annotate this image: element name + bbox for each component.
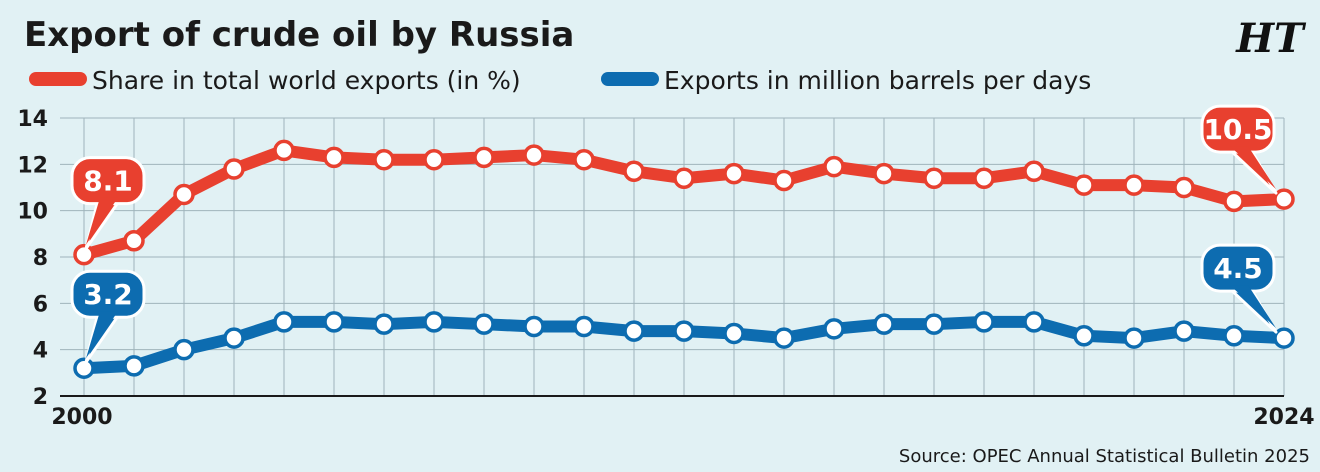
data-point <box>423 148 445 171</box>
data-point <box>973 167 995 189</box>
data-point <box>373 148 395 171</box>
data-point <box>973 311 995 333</box>
callout-label: 8.1 <box>83 165 133 198</box>
axes: 2 4 6 8 10 12 14 2000 2024 <box>17 107 1314 430</box>
y-tick-label: 8 <box>33 246 48 271</box>
data-point <box>623 320 645 342</box>
callouts: 8.1 10.5 3.2 4.5 <box>70 104 1278 364</box>
data-point <box>1173 320 1195 342</box>
data-point <box>173 338 195 361</box>
data-point <box>573 148 595 171</box>
data-point <box>1073 325 1095 347</box>
series-lines <box>73 139 1295 379</box>
y-tick-label: 14 <box>17 107 48 132</box>
data-point <box>473 146 495 169</box>
data-point <box>923 167 945 189</box>
callout-label: 4.5 <box>1213 252 1263 285</box>
data-point <box>223 158 245 180</box>
data-point <box>723 322 745 345</box>
data-point <box>573 315 595 338</box>
chart-title: Export of crude oil by Russia <box>24 15 574 55</box>
data-point <box>373 313 395 335</box>
data-point <box>1023 160 1045 183</box>
data-point <box>873 162 895 185</box>
data-point <box>523 144 545 166</box>
data-point <box>1123 327 1145 349</box>
data-point <box>623 160 645 183</box>
y-tick-label: 4 <box>33 339 48 364</box>
legend-label-share: Share in total world exports (in %) <box>92 66 521 95</box>
data-point <box>273 139 295 162</box>
data-point <box>323 146 345 169</box>
data-point <box>823 318 845 340</box>
callout-pointer-fill <box>1230 285 1276 329</box>
data-point <box>123 355 145 377</box>
data-point <box>173 183 195 206</box>
data-point <box>1273 327 1295 349</box>
data-point <box>673 167 695 189</box>
y-tick-label: 6 <box>33 292 48 317</box>
data-point <box>1123 174 1145 196</box>
data-point <box>1073 174 1095 196</box>
data-point <box>223 327 245 349</box>
data-point <box>873 313 895 335</box>
data-point <box>123 230 145 252</box>
data-point <box>1273 188 1295 210</box>
data-point <box>73 243 95 266</box>
y-tick-label: 10 <box>17 200 48 225</box>
callout-first-1: 3.2 <box>70 269 146 364</box>
callout-pointer-fill <box>86 311 118 359</box>
data-point <box>473 313 495 335</box>
legend-label-exports: Exports in million barrels per days <box>664 66 1091 95</box>
callout-pointer-fill <box>1230 146 1276 190</box>
data-point <box>773 169 795 192</box>
callout-first-0: 8.1 <box>70 156 146 251</box>
data-point <box>423 311 445 333</box>
x-tick-label: 2000 <box>51 405 112 430</box>
data-point <box>923 313 945 335</box>
data-point <box>673 320 695 342</box>
legend: Share in total world exports (in %) Expo… <box>29 66 1091 95</box>
grid <box>60 117 1285 397</box>
data-point <box>1223 325 1245 347</box>
y-tick-label: 2 <box>33 385 48 410</box>
callout-last-1: 4.5 <box>1200 243 1278 334</box>
data-point <box>1223 190 1245 213</box>
callout-last-0: 10.5 <box>1200 104 1278 195</box>
x-tick-label: 2024 <box>1253 405 1314 430</box>
ht-logo: HT <box>1235 15 1307 62</box>
callout-pointer-fill <box>86 197 118 245</box>
data-point <box>773 327 795 349</box>
data-point <box>1173 176 1195 199</box>
data-point <box>273 311 295 333</box>
callout-label: 3.2 <box>83 278 133 311</box>
data-point <box>73 357 95 379</box>
data-point <box>1023 311 1045 333</box>
data-point <box>823 155 845 178</box>
data-point <box>323 311 345 333</box>
callout-label: 10.5 <box>1203 113 1272 146</box>
data-point <box>523 315 545 338</box>
source-note: Source: OPEC Annual Statistical Bulletin… <box>899 446 1310 467</box>
y-tick-label: 12 <box>17 153 48 178</box>
data-point <box>723 162 745 185</box>
